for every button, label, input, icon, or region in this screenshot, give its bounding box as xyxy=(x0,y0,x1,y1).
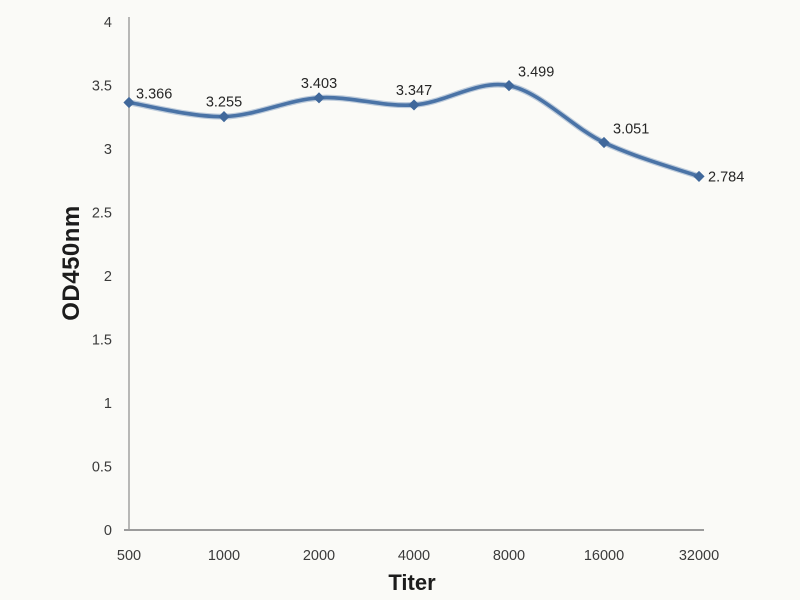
y-tick-label: 1.5 xyxy=(92,333,112,349)
x-axis-title: Titer xyxy=(388,570,436,595)
data-point-marker xyxy=(408,99,420,111)
y-tick-label: 3.5 xyxy=(92,79,112,95)
x-tick-label: 16000 xyxy=(584,548,624,564)
y-axis-title: OD450nm xyxy=(58,205,85,321)
y-tick-label: 0 xyxy=(104,523,112,539)
y-tick-label: 2 xyxy=(104,269,112,285)
data-point-marker xyxy=(503,80,515,92)
data-point-marker xyxy=(693,170,705,183)
y-tick-label: 4 xyxy=(104,15,112,31)
x-tick-label: 2000 xyxy=(303,548,335,564)
data-point-label: 3.051 xyxy=(613,122,649,138)
x-tick-label: 32000 xyxy=(679,548,719,564)
data-point-marker xyxy=(123,96,135,109)
y-tick-label: 1 xyxy=(104,396,112,412)
x-tick-label: 1000 xyxy=(208,548,240,564)
y-tick-label: 3 xyxy=(104,142,112,158)
data-point-label: 3.255 xyxy=(206,95,242,111)
data-point-label: 3.499 xyxy=(518,65,554,81)
data-point-marker xyxy=(218,111,230,123)
data-point-label: 3.347 xyxy=(396,83,432,99)
y-tick-label: 2.5 xyxy=(92,206,112,222)
data-point-label: 2.784 xyxy=(708,169,744,185)
y-tick-label: 0.5 xyxy=(92,460,112,476)
data-point-label: 3.366 xyxy=(136,87,172,103)
x-tick-label: 500 xyxy=(117,548,141,564)
x-tick-label: 8000 xyxy=(493,548,525,564)
data-point-label: 3.403 xyxy=(301,76,337,92)
data-point-marker xyxy=(598,136,610,149)
data-point-marker xyxy=(313,92,325,104)
x-tick-label: 4000 xyxy=(398,548,430,564)
